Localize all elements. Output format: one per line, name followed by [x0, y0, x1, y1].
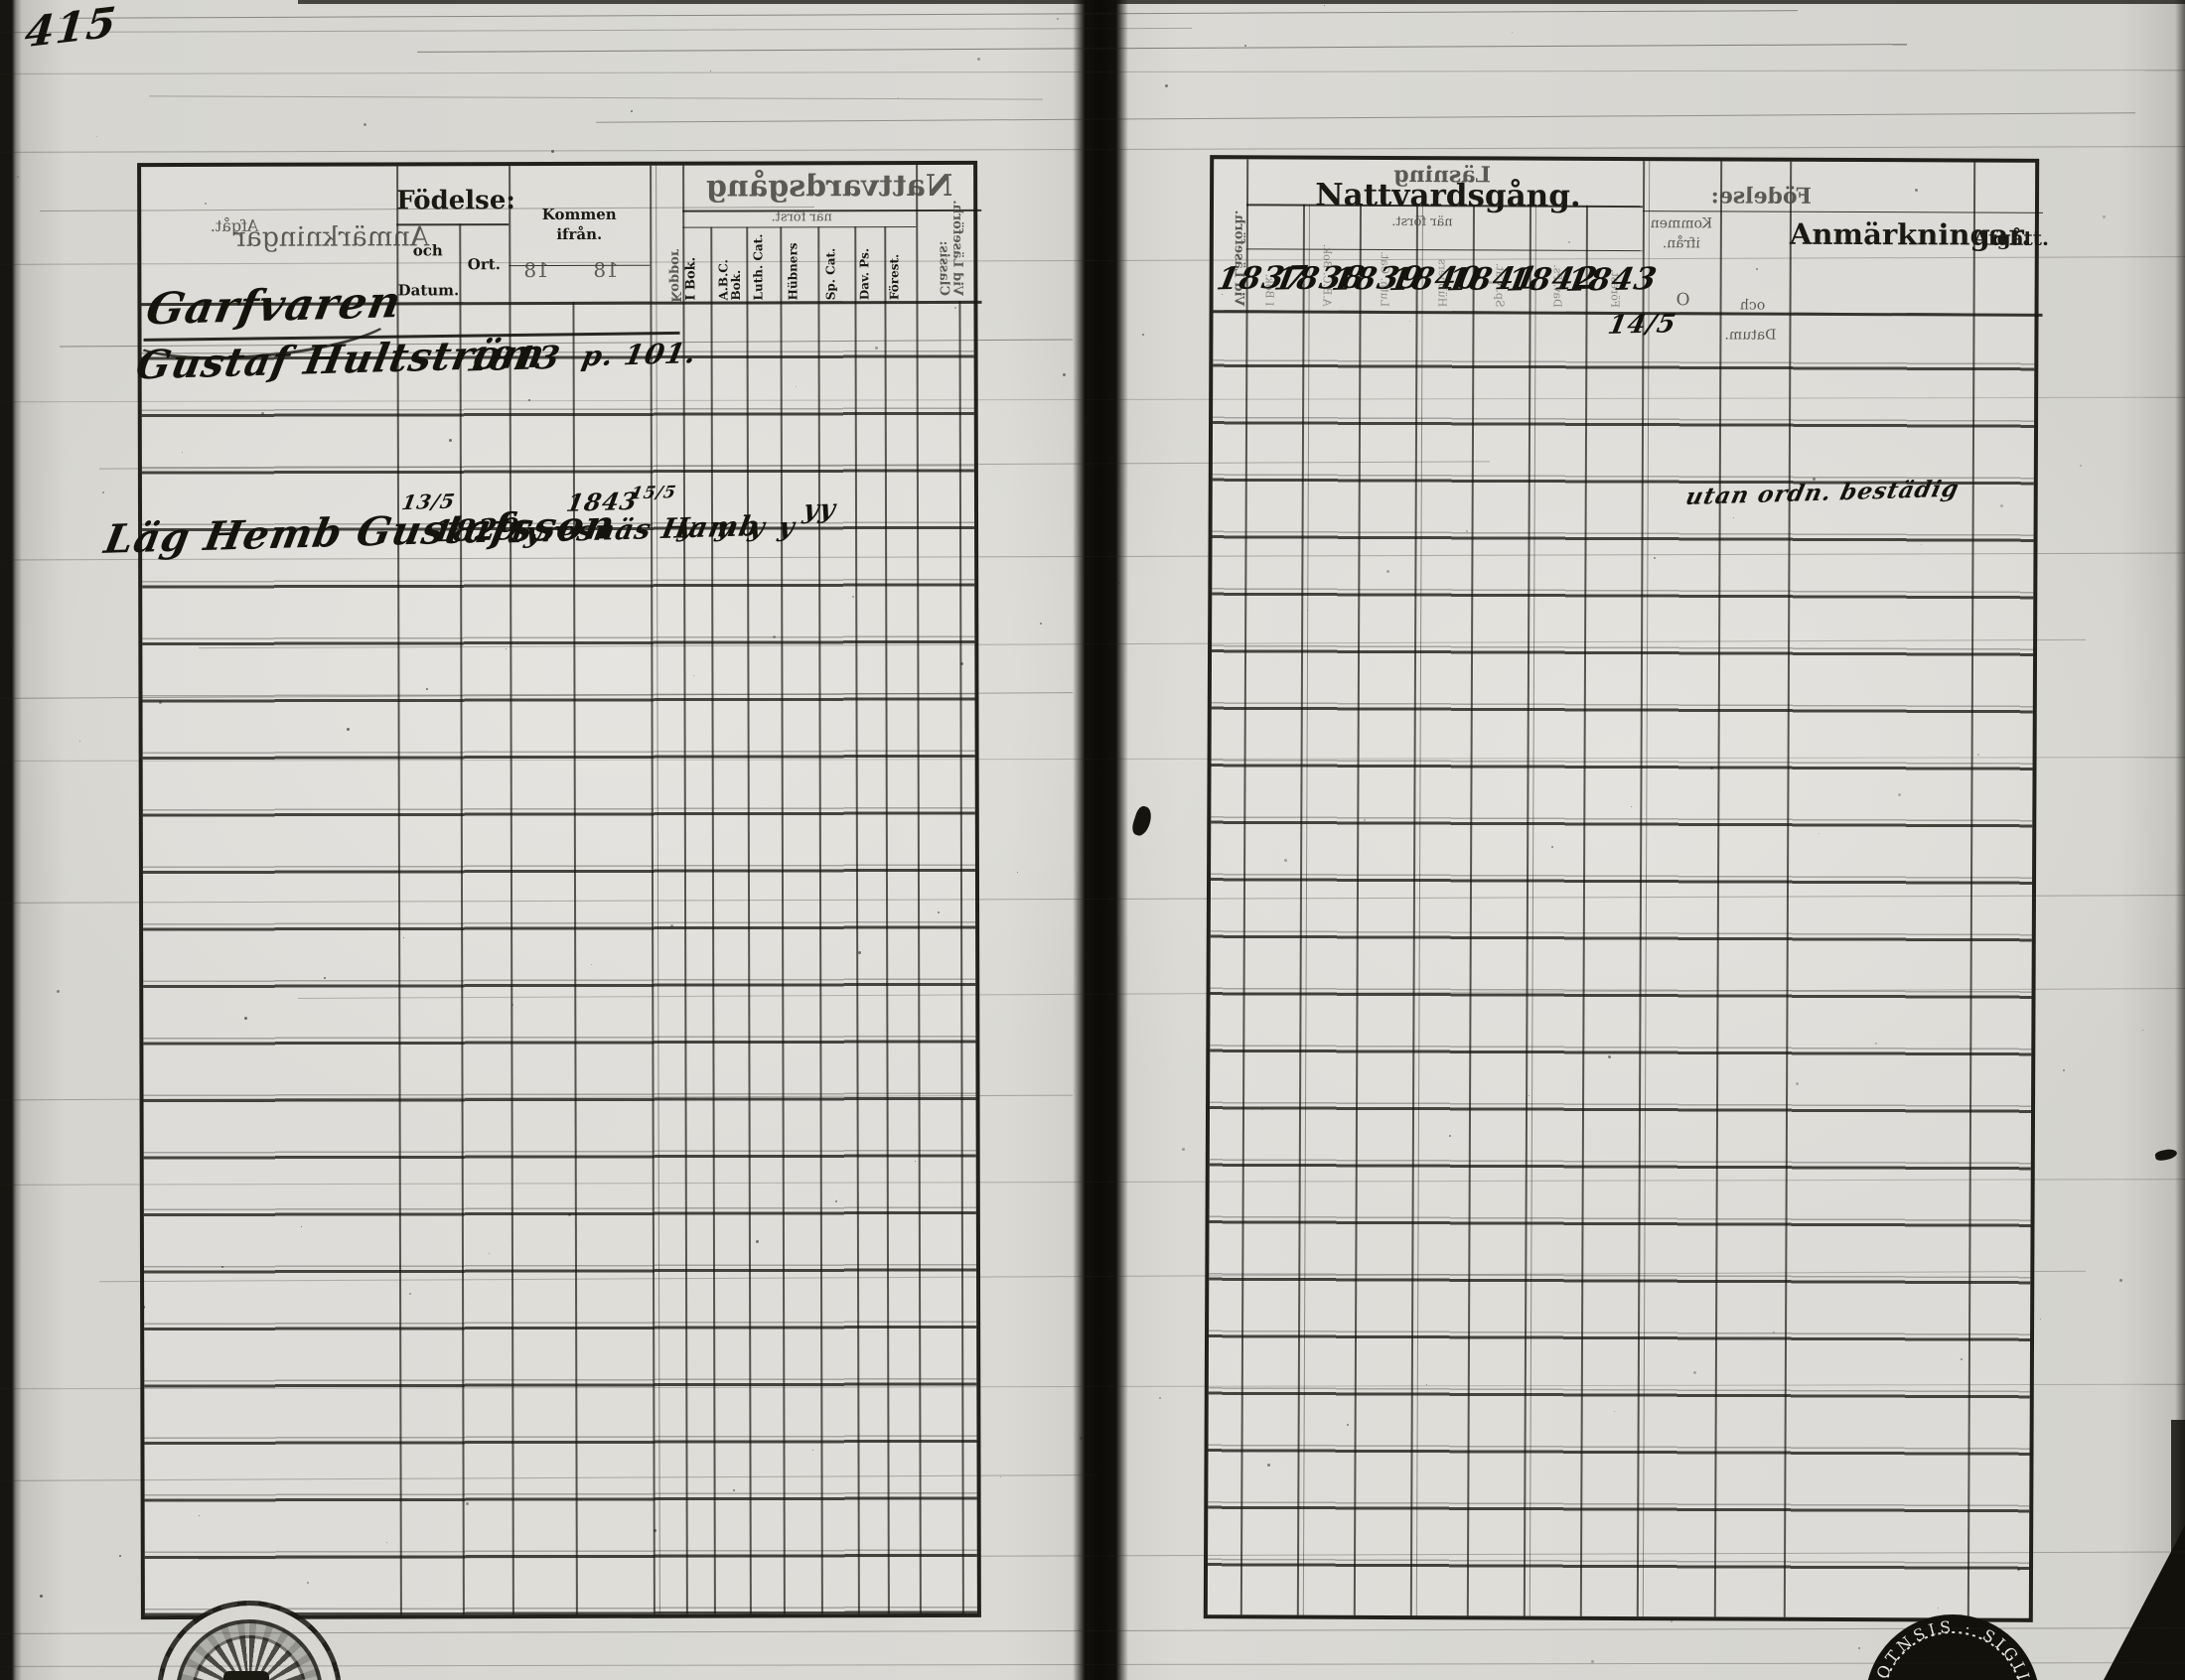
bleedthrough-subcol-3: Luth. Cat.: [1378, 251, 1391, 307]
bleedthrough-datum-label: Datum.: [1724, 327, 1777, 344]
ruled-rows: [141, 300, 977, 1616]
bleedthrough-subcol-5: Sp. Cat.: [1493, 262, 1507, 308]
entry-date-fraction: 14/5: [1605, 309, 1679, 341]
subcol-label-i-bok: I Bok.: [683, 256, 699, 301]
right-ledger-table: Vid Läseförh. Nattvardsgång. Läsning när…: [1203, 155, 2049, 1622]
bleedthrough-subcol-7: Förest.: [1608, 268, 1622, 308]
bleedthrough-ort-initial: O: [1675, 290, 1690, 311]
subcol-label-dav-ps: Dav. Ps.: [857, 247, 872, 301]
dust-speck: [1159, 1397, 1161, 1399]
kommen-label-line2: ifrån.: [556, 224, 603, 244]
entry2-marks-double: yy: [801, 493, 839, 525]
kommen-label-line1: Kommen: [541, 205, 617, 224]
header-rule: [1642, 210, 2043, 213]
dust-speck: [977, 58, 980, 61]
dust-speck: [1324, 5, 1325, 6]
subcol-label-forest: Förest.: [887, 253, 902, 301]
parish-seal-right: BOTNSIS · SIGILLV: [1850, 1590, 2046, 1680]
bleedthrough-kommen-line2: ifrån.: [1662, 235, 1700, 252]
bleedthrough-18-a: 18: [523, 258, 549, 283]
bleedthrough-subcol-1: I Bok.: [1262, 273, 1276, 307]
grid-lines: [141, 165, 982, 1615]
bleedthrough-och-label: och: [1739, 297, 1766, 314]
scratch-line: [60, 10, 1798, 19]
entry1-birth-year: 1813: [464, 338, 564, 379]
book-gutter: [1073, 0, 1128, 1680]
bleedthrough-subcol-6: Dav. Ps.: [1550, 264, 1564, 308]
subcol-label-hubners: Hübners: [786, 242, 801, 301]
dust-speck: [79, 741, 80, 742]
dust-speck: [551, 150, 554, 153]
page-number: 415: [23, 0, 119, 58]
dust-speck: [710, 70, 711, 71]
dust-speck: [1205, 899, 1206, 900]
bleedthrough-lasning-label: Läsning: [1393, 161, 1492, 189]
bleedthrough-anmarkningar-label: Anmärkningar: [232, 221, 430, 253]
dust-speck: [1244, 45, 1246, 47]
subcol-label-luth-cat: Luth. Cat.: [751, 233, 766, 301]
left-ledger-table: Afgåt. Anmärkningar Nattvardsgång när fö…: [101, 160, 982, 1620]
koppor-column-label: Koppor: [667, 249, 683, 303]
entry1-page-ref: p. 101.: [579, 337, 700, 373]
dust-speck: [364, 123, 366, 126]
dust-speck: [119, 1555, 121, 1557]
dust-speck: [102, 491, 104, 493]
seal-graphic: BOTNSIS · SIGILLV: [1850, 1590, 2038, 1680]
ruled-rows: [1207, 310, 2035, 1618]
ink-blot: [1129, 804, 1155, 838]
dust-speck: [2103, 215, 2106, 218]
subcol-label-sp-cat: Sp. Cat.: [823, 247, 838, 301]
dust-speck: [898, 97, 899, 98]
bleedthrough-18-b: 18: [593, 257, 619, 282]
datum-label: Datum.: [397, 281, 460, 300]
dust-speck: [2119, 1279, 2122, 1282]
bleedthrough-fodelse-label: Födelse:: [1710, 183, 1813, 210]
bleedthrough-subcol-4: Hübners: [1435, 258, 1449, 308]
dust-speck: [2080, 465, 2082, 467]
dust-speck: [1142, 334, 1144, 336]
anmarkningar-header: Anmärkningar.: [1789, 216, 2032, 252]
bleedthrough-kommen-line1: Kommen: [1650, 215, 1713, 232]
seal-center-emblem: [223, 1671, 269, 1680]
dust-speck: [40, 1595, 43, 1598]
dust-speck: [1063, 373, 1066, 376]
dust-speck: [1182, 1148, 1185, 1151]
scratch-line: [149, 95, 1043, 100]
dust-speck: [1512, 32, 1513, 33]
scan-top-edge: [298, 0, 2185, 4]
fodelse-header: Födelse:: [396, 186, 515, 216]
scan-left-edge: [0, 0, 22, 1680]
dust-speck: [2040, 1319, 2041, 1320]
entry2-date-fraction: 13/5: [399, 489, 458, 515]
dust-speck: [2063, 1069, 2065, 1071]
dust-speck: [57, 990, 60, 993]
bleedthrough-nar-forsta-label: när först.: [771, 210, 832, 225]
dust-speck: [1000, 1476, 1001, 1477]
subcol-label-abc-bok: A.B.C. Bok.: [716, 259, 744, 301]
dust-speck: [1671, 1620, 1673, 1622]
scratch-line: [0, 27, 1192, 34]
ort-label: Ort.: [467, 255, 501, 274]
dust-speck: [1057, 18, 1059, 20]
scratch-line: [596, 112, 2135, 123]
dust-speck: [1017, 872, 1018, 873]
dust-speck: [1591, 1660, 1594, 1663]
dust-speck: [631, 110, 633, 112]
entry2-year-fraction: 15/5: [629, 483, 678, 504]
bleedthrough-subcol-2: A.B.C. Bok.: [1320, 243, 1334, 307]
dust-speck: [96, 136, 97, 137]
dust-speck: [1165, 84, 1168, 87]
dust-speck: [2142, 1030, 2143, 1031]
och-label: och: [412, 241, 443, 260]
scratch-line: [417, 44, 1907, 53]
scan-right-edge: [2175, 0, 2185, 1680]
grid-lines: [1213, 159, 2043, 1618]
classis-column-label: Vid Läseförh. Classis:: [936, 200, 965, 297]
dust-speck: [1040, 623, 1042, 625]
afgatt-header: Afgått.: [1972, 225, 2050, 250]
